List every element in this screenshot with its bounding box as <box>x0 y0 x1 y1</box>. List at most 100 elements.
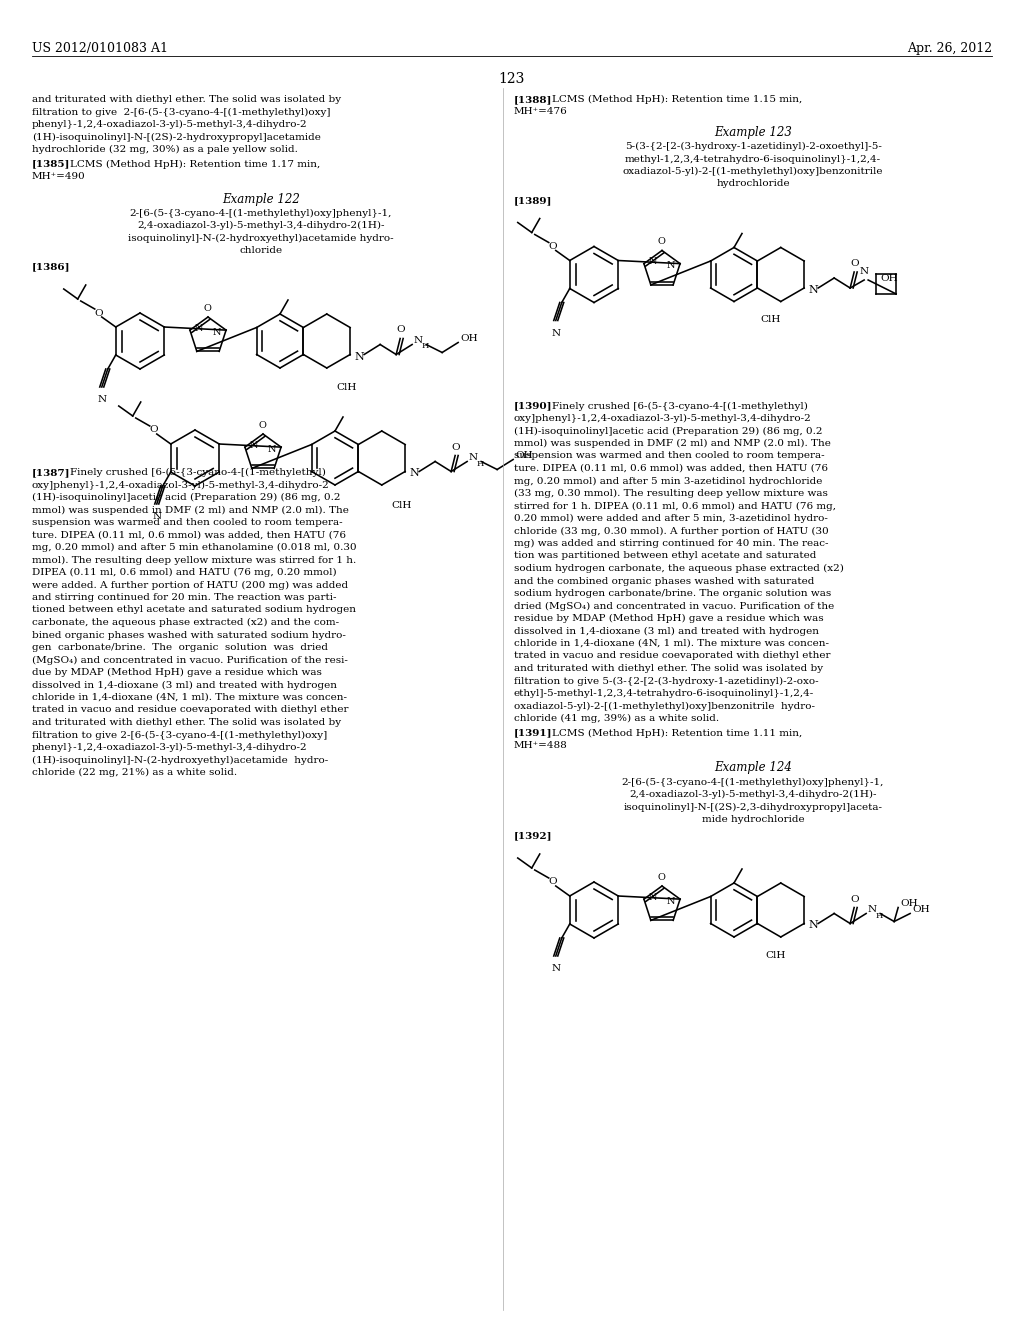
Text: N: N <box>410 469 419 479</box>
Text: N: N <box>551 964 560 973</box>
Text: isoquinolinyl]-N-[(2S)-2,3-dihydroxypropyl]aceta-: isoquinolinyl]-N-[(2S)-2,3-dihydroxyprop… <box>624 803 883 812</box>
Text: 2-[6-(5-{3-cyano-4-[(1-methylethyl)oxy]phenyl}-1,: 2-[6-(5-{3-cyano-4-[(1-methylethyl)oxy]p… <box>622 777 884 787</box>
Text: H: H <box>876 912 883 920</box>
Text: O: O <box>397 326 406 334</box>
Text: ClH: ClH <box>766 950 786 960</box>
Text: oxy]phenyl}-1,2,4-oxadiazol-3-yl)-5-methyl-3,4-dihydro-2: oxy]phenyl}-1,2,4-oxadiazol-3-yl)-5-meth… <box>32 480 330 490</box>
Text: (1H)-isoquinolinyl]-N-(2-hydroxyethyl)acetamide  hydro-: (1H)-isoquinolinyl]-N-(2-hydroxyethyl)ac… <box>32 755 329 764</box>
Text: OH: OH <box>912 906 930 913</box>
Text: stirred for 1 h. DIPEA (0.11 ml, 0.6 mmol) and HATU (76 mg,: stirred for 1 h. DIPEA (0.11 ml, 0.6 mmo… <box>514 502 836 511</box>
Text: isoquinolinyl]-N-(2-hydroxyethyl)acetamide hydro-: isoquinolinyl]-N-(2-hydroxyethyl)acetami… <box>128 234 394 243</box>
Text: (33 mg, 0.30 mmol). The resulting deep yellow mixture was: (33 mg, 0.30 mmol). The resulting deep y… <box>514 488 827 498</box>
Text: OH: OH <box>515 451 532 459</box>
Text: chloride (22 mg, 21%) as a white solid.: chloride (22 mg, 21%) as a white solid. <box>32 768 238 777</box>
Text: mg, 0.20 mmol) and after 5 min 3-azetidinol hydrochloride: mg, 0.20 mmol) and after 5 min 3-azetidi… <box>514 477 822 486</box>
Text: 5-(3-{2-[2-(3-hydroxy-1-azetidinyl)-2-oxoethyl]-5-: 5-(3-{2-[2-(3-hydroxy-1-azetidinyl)-2-ox… <box>625 143 882 150</box>
Text: N: N <box>859 267 868 276</box>
Text: O: O <box>94 309 103 318</box>
Text: MH⁺=476: MH⁺=476 <box>514 107 567 116</box>
Text: N: N <box>667 896 675 906</box>
Text: trated in vacuo and residue coevaporated with diethyl ether: trated in vacuo and residue coevaporated… <box>32 705 348 714</box>
Text: filtration to give 2-[6-(5-{3-cyano-4-[(1-methylethyl)oxy]: filtration to give 2-[6-(5-{3-cyano-4-[(… <box>32 730 328 739</box>
Text: tioned between ethyl acetate and saturated sodium hydrogen: tioned between ethyl acetate and saturat… <box>32 606 356 615</box>
Text: oxy]phenyl}-1,2,4-oxadiazol-3-yl)-5-methyl-3,4-dihydro-2: oxy]phenyl}-1,2,4-oxadiazol-3-yl)-5-meth… <box>514 414 812 424</box>
Text: Example 124: Example 124 <box>714 762 792 775</box>
Text: H: H <box>476 459 483 467</box>
Text: O: O <box>851 895 859 903</box>
Text: chloride in 1,4-dioxane (4N, 1 ml). The mixture was concen-: chloride in 1,4-dioxane (4N, 1 ml). The … <box>32 693 347 702</box>
Text: filtration to give  2-[6-(5-{3-cyano-4-[(1-methylethyl)oxy]: filtration to give 2-[6-(5-{3-cyano-4-[(… <box>32 107 331 116</box>
Text: (1H)-isoquinolinyl]acetic acid (Preparation 29) (86 mg, 0.2: (1H)-isoquinolinyl]acetic acid (Preparat… <box>514 426 822 436</box>
Text: oxadiazol-5-yl)-2-[(1-methylethyl)oxy]benzonitrile  hydro-: oxadiazol-5-yl)-2-[(1-methylethyl)oxy]be… <box>514 701 815 710</box>
Text: mg, 0.20 mmol) and after 5 min ethanolamine (0.018 ml, 0.30: mg, 0.20 mmol) and after 5 min ethanolam… <box>32 543 356 552</box>
Text: OH: OH <box>881 273 898 282</box>
Text: hydrochloride: hydrochloride <box>716 180 790 189</box>
Text: N: N <box>808 920 818 931</box>
Text: suspension was warmed and then cooled to room tempera-: suspension was warmed and then cooled to… <box>514 451 824 461</box>
Text: phenyl}-1,2,4-oxadiazol-3-yl)-5-methyl-3,4-dihydro-2: phenyl}-1,2,4-oxadiazol-3-yl)-5-methyl-3… <box>32 120 307 129</box>
Text: N: N <box>213 327 221 337</box>
Text: gen  carbonate/brine.  The  organic  solution  was  dried: gen carbonate/brine. The organic solutio… <box>32 643 328 652</box>
Text: and stirring continued for 20 min. The reaction was parti-: and stirring continued for 20 min. The r… <box>32 593 337 602</box>
Text: (1H)-isoquinolinyl]acetic acid (Preparation 29) (86 mg, 0.2: (1H)-isoquinolinyl]acetic acid (Preparat… <box>32 492 341 502</box>
Text: hydrochloride (32 mg, 30%) as a pale yellow solid.: hydrochloride (32 mg, 30%) as a pale yel… <box>32 145 298 154</box>
Text: phenyl}-1,2,4-oxadiazol-3-yl)-5-methyl-3,4-dihydro-2: phenyl}-1,2,4-oxadiazol-3-yl)-5-methyl-3… <box>32 743 307 752</box>
Text: O: O <box>549 242 557 251</box>
Text: N: N <box>867 906 877 913</box>
Text: LCMS (Method HpH): Retention time 1.17 min,: LCMS (Method HpH): Retention time 1.17 m… <box>70 160 321 169</box>
Text: mmol) was suspended in DMF (2 ml) and NMP (2.0 ml). The: mmol) was suspended in DMF (2 ml) and NM… <box>32 506 349 515</box>
Text: O: O <box>258 421 266 430</box>
Text: 2,4-oxadiazol-3-yl)-5-methyl-3,4-dihydro-2(1H)-: 2,4-oxadiazol-3-yl)-5-methyl-3,4-dihydro… <box>630 789 877 799</box>
Text: 0.20 mmol) were added and after 5 min, 3-azetidinol hydro-: 0.20 mmol) were added and after 5 min, 3… <box>514 513 827 523</box>
Text: ClH: ClH <box>761 315 781 323</box>
Text: N: N <box>413 337 422 345</box>
Text: N: N <box>97 395 106 404</box>
Text: OH: OH <box>900 899 918 908</box>
Text: O: O <box>851 259 859 268</box>
Text: dissolved in 1,4-dioxane (3 ml) and treated with hydrogen: dissolved in 1,4-dioxane (3 ml) and trea… <box>514 627 819 636</box>
Text: methyl-1,2,3,4-tetrahydro-6-isoquinolinyl}-1,2,4-: methyl-1,2,3,4-tetrahydro-6-isoquinoliny… <box>625 154 881 164</box>
Text: 2,4-oxadiazol-3-yl)-5-methyl-3,4-dihydro-2(1H)-: 2,4-oxadiazol-3-yl)-5-methyl-3,4-dihydro… <box>137 220 385 230</box>
Text: Finely crushed [6-(5-{3-cyano-4-[(1-methylethyl): Finely crushed [6-(5-{3-cyano-4-[(1-meth… <box>552 401 808 411</box>
Text: residue by MDAP (Method HpH) gave a residue which was: residue by MDAP (Method HpH) gave a resi… <box>514 614 823 623</box>
Text: N: N <box>153 512 162 521</box>
Text: ethyl]-5-methyl-1,2,3,4-tetrahydro-6-isoquinolinyl}-1,2,4-: ethyl]-5-methyl-1,2,3,4-tetrahydro-6-iso… <box>514 689 814 698</box>
Text: (MgSO₄) and concentrated in vacuo. Purification of the resi-: (MgSO₄) and concentrated in vacuo. Purif… <box>32 656 348 665</box>
Text: sodium hydrogen carbonate, the aqueous phase extracted (x2): sodium hydrogen carbonate, the aqueous p… <box>514 564 844 573</box>
Text: dissolved in 1,4-dioxane (3 ml) and treated with hydrogen: dissolved in 1,4-dioxane (3 ml) and trea… <box>32 681 337 689</box>
Text: LCMS (Method HpH): Retention time 1.11 min,: LCMS (Method HpH): Retention time 1.11 m… <box>552 729 802 738</box>
Text: ture. DIPEA (0.11 ml, 0.6 mmol) was added, then HATU (76: ture. DIPEA (0.11 ml, 0.6 mmol) was adde… <box>514 465 828 473</box>
Text: N: N <box>551 329 560 338</box>
Text: oxadiazol-5-yl)-2-[(1-methylethyl)oxy]benzonitrile: oxadiazol-5-yl)-2-[(1-methylethyl)oxy]be… <box>623 168 884 176</box>
Text: chloride: chloride <box>240 246 283 255</box>
Text: N: N <box>649 257 657 267</box>
Text: due by MDAP (Method HpH) gave a residue which was: due by MDAP (Method HpH) gave a residue … <box>32 668 322 677</box>
Text: filtration to give 5-(3-{2-[2-(3-hydroxy-1-azetidinyl)-2-oxo-: filtration to give 5-(3-{2-[2-(3-hydroxy… <box>514 676 818 685</box>
Text: N: N <box>195 323 204 333</box>
Text: O: O <box>657 238 665 247</box>
Text: chloride (41 mg, 39%) as a white solid.: chloride (41 mg, 39%) as a white solid. <box>514 714 719 723</box>
Text: sodium hydrogen carbonate/brine. The organic solution was: sodium hydrogen carbonate/brine. The org… <box>514 589 831 598</box>
Text: chloride in 1,4-dioxane (4N, 1 ml). The mixture was concen-: chloride in 1,4-dioxane (4N, 1 ml). The … <box>514 639 829 648</box>
Text: N: N <box>468 453 477 462</box>
Text: O: O <box>203 304 211 313</box>
Text: O: O <box>657 873 665 882</box>
Text: [1392]: [1392] <box>514 832 553 841</box>
Text: carbonate, the aqueous phase extracted (x2) and the com-: carbonate, the aqueous phase extracted (… <box>32 618 339 627</box>
Text: O: O <box>452 442 461 451</box>
Text: [1391]: [1391] <box>514 729 553 738</box>
Text: bined organic phases washed with saturated sodium hydro-: bined organic phases washed with saturat… <box>32 631 346 639</box>
Text: mg) was added and stirring continued for 40 min. The reac-: mg) was added and stirring continued for… <box>514 539 828 548</box>
Text: [1388]: [1388] <box>514 95 552 104</box>
Text: chloride (33 mg, 0.30 mmol). A further portion of HATU (30: chloride (33 mg, 0.30 mmol). A further p… <box>514 527 828 536</box>
Text: N: N <box>667 261 675 271</box>
Text: [1386]: [1386] <box>32 263 71 272</box>
Text: N: N <box>649 892 657 902</box>
Text: Apr. 26, 2012: Apr. 26, 2012 <box>907 42 992 55</box>
Text: mmol) was suspended in DMF (2 ml) and NMP (2.0 ml). The: mmol) was suspended in DMF (2 ml) and NM… <box>514 440 830 447</box>
Text: OH: OH <box>460 334 478 343</box>
Text: US 2012/0101083 A1: US 2012/0101083 A1 <box>32 42 168 55</box>
Text: N: N <box>354 351 364 362</box>
Text: dried (MgSO₄) and concentrated in vacuo. Purification of the: dried (MgSO₄) and concentrated in vacuo.… <box>514 602 835 611</box>
Text: 123: 123 <box>499 73 525 86</box>
